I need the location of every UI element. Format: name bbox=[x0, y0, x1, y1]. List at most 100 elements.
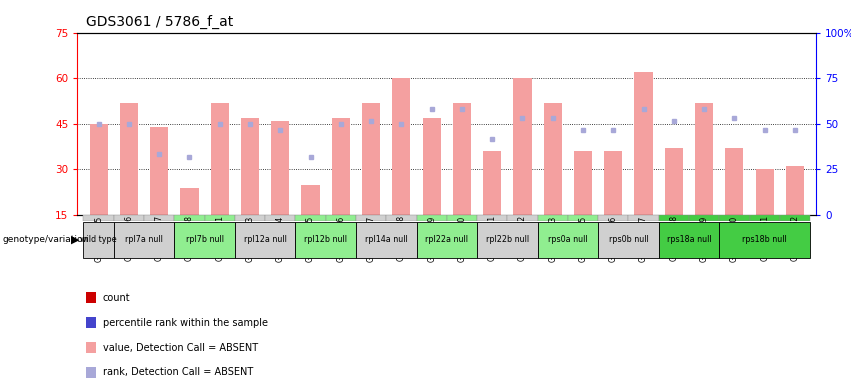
Text: ▶: ▶ bbox=[71, 235, 79, 245]
Bar bbox=[477, 222, 538, 258]
Text: rps18b null: rps18b null bbox=[742, 235, 787, 245]
Bar bbox=[89, 124, 108, 215]
Bar bbox=[453, 103, 471, 215]
Bar bbox=[538, 222, 598, 258]
Bar bbox=[356, 222, 416, 258]
Text: rank, Detection Call = ABSENT: rank, Detection Call = ABSENT bbox=[103, 367, 254, 377]
Bar bbox=[750, 215, 780, 221]
Bar bbox=[150, 127, 168, 215]
Text: rps18a null: rps18a null bbox=[666, 235, 711, 245]
Bar bbox=[301, 185, 320, 215]
Text: GSM217395: GSM217395 bbox=[94, 215, 103, 262]
Text: GSM217640: GSM217640 bbox=[457, 215, 466, 262]
Text: GSM217750: GSM217750 bbox=[730, 215, 739, 262]
Bar bbox=[83, 215, 114, 221]
Bar bbox=[392, 78, 410, 215]
Text: GSM217643: GSM217643 bbox=[548, 215, 557, 262]
Bar bbox=[635, 72, 653, 215]
Bar bbox=[271, 121, 289, 215]
Bar bbox=[719, 215, 750, 221]
Bar bbox=[295, 222, 356, 258]
Bar bbox=[598, 222, 659, 258]
Bar bbox=[598, 215, 628, 221]
Text: percentile rank within the sample: percentile rank within the sample bbox=[103, 318, 268, 328]
Bar bbox=[241, 118, 259, 215]
Bar bbox=[513, 78, 532, 215]
Bar bbox=[211, 103, 229, 215]
Text: count: count bbox=[103, 293, 130, 303]
Text: GSM217747: GSM217747 bbox=[639, 215, 648, 262]
Text: rpl22b null: rpl22b null bbox=[486, 235, 528, 245]
Text: rpl22a null: rpl22a null bbox=[426, 235, 468, 245]
Text: GDS3061 / 5786_f_at: GDS3061 / 5786_f_at bbox=[86, 15, 233, 29]
Bar bbox=[507, 215, 538, 221]
Bar bbox=[483, 151, 501, 215]
Text: GSM217639: GSM217639 bbox=[427, 215, 437, 262]
Bar bbox=[477, 215, 507, 221]
Bar bbox=[180, 188, 198, 215]
Bar bbox=[204, 215, 235, 221]
Bar bbox=[689, 215, 719, 221]
Bar bbox=[235, 222, 295, 258]
Text: GSM217748: GSM217748 bbox=[670, 215, 678, 262]
Bar bbox=[659, 222, 719, 258]
Bar bbox=[120, 103, 138, 215]
Bar bbox=[235, 215, 266, 221]
Text: rpl7a null: rpl7a null bbox=[125, 235, 163, 245]
Bar bbox=[362, 103, 380, 215]
Text: GSM217752: GSM217752 bbox=[791, 215, 799, 262]
Bar bbox=[174, 215, 204, 221]
Bar bbox=[356, 215, 386, 221]
Text: GSM217637: GSM217637 bbox=[367, 215, 375, 262]
Text: GSM217618: GSM217618 bbox=[185, 215, 194, 262]
Bar bbox=[756, 169, 774, 215]
Text: GSM217635: GSM217635 bbox=[306, 215, 315, 262]
Text: GSM217638: GSM217638 bbox=[397, 215, 406, 262]
Text: GSM217634: GSM217634 bbox=[276, 215, 285, 262]
Bar bbox=[574, 151, 592, 215]
Bar bbox=[83, 222, 114, 258]
Bar bbox=[174, 222, 235, 258]
Text: GSM217642: GSM217642 bbox=[518, 215, 527, 262]
Text: rps0a null: rps0a null bbox=[548, 235, 588, 245]
Text: rps0b null: rps0b null bbox=[608, 235, 648, 245]
Text: GSM217636: GSM217636 bbox=[336, 215, 346, 262]
Text: GSM217746: GSM217746 bbox=[608, 215, 618, 262]
Text: GSM217621: GSM217621 bbox=[215, 215, 224, 262]
Text: GSM217745: GSM217745 bbox=[579, 215, 587, 262]
Bar bbox=[719, 222, 810, 258]
Bar bbox=[628, 215, 659, 221]
Text: GSM217749: GSM217749 bbox=[700, 215, 709, 262]
Bar bbox=[326, 215, 356, 221]
Bar bbox=[665, 148, 683, 215]
Text: rpl12b null: rpl12b null bbox=[304, 235, 347, 245]
Bar bbox=[604, 151, 622, 215]
Bar bbox=[416, 222, 477, 258]
Bar bbox=[695, 103, 713, 215]
Bar bbox=[295, 215, 326, 221]
Bar bbox=[114, 222, 174, 258]
Text: genotype/variation: genotype/variation bbox=[3, 235, 89, 245]
Text: GSM217617: GSM217617 bbox=[155, 215, 163, 262]
Bar bbox=[780, 215, 810, 221]
Text: rpl14a null: rpl14a null bbox=[365, 235, 408, 245]
Bar bbox=[416, 215, 447, 221]
Bar bbox=[568, 215, 598, 221]
Bar bbox=[725, 148, 744, 215]
Text: GSM217641: GSM217641 bbox=[488, 215, 497, 262]
Bar bbox=[447, 215, 477, 221]
Text: GSM217633: GSM217633 bbox=[245, 215, 254, 262]
Text: rpl12a null: rpl12a null bbox=[243, 235, 287, 245]
Bar bbox=[544, 103, 562, 215]
Text: rpl7b null: rpl7b null bbox=[186, 235, 224, 245]
Bar bbox=[266, 215, 295, 221]
Text: GSM217616: GSM217616 bbox=[124, 215, 134, 262]
Text: GSM217751: GSM217751 bbox=[760, 215, 769, 262]
Text: value, Detection Call = ABSENT: value, Detection Call = ABSENT bbox=[103, 343, 258, 353]
Bar bbox=[538, 215, 568, 221]
Bar bbox=[332, 118, 350, 215]
Bar bbox=[386, 215, 416, 221]
Bar bbox=[659, 215, 689, 221]
Bar bbox=[785, 166, 804, 215]
Bar bbox=[144, 215, 174, 221]
